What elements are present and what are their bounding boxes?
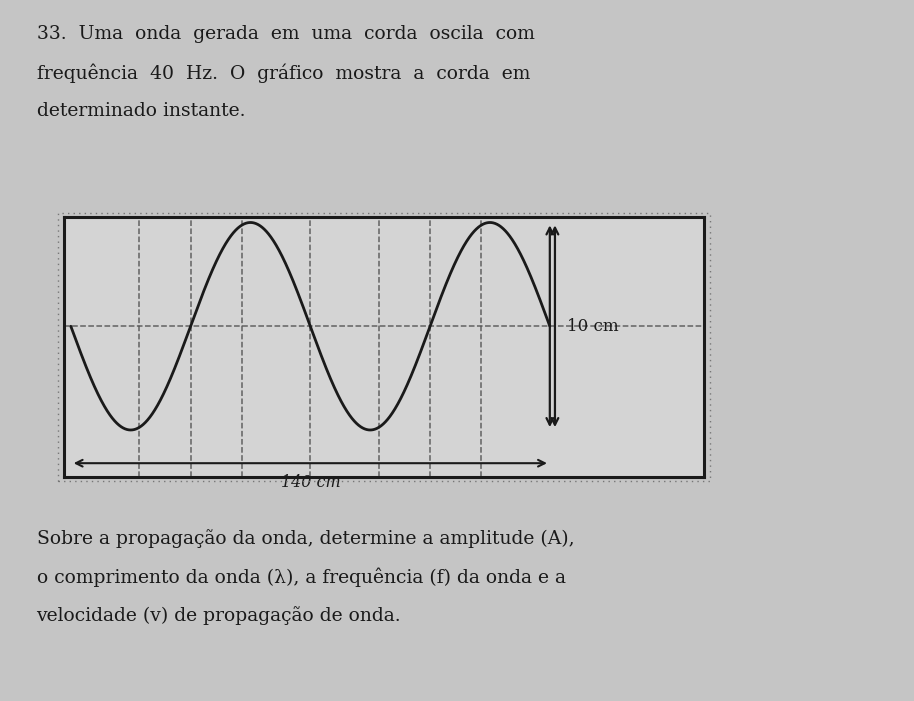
- Text: 140 cm: 140 cm: [281, 474, 340, 491]
- Text: velocidade (v) de propagação de onda.: velocidade (v) de propagação de onda.: [37, 606, 401, 625]
- Text: o comprimento da onda (λ), a frequência (f) da onda e a: o comprimento da onda (λ), a frequência …: [37, 568, 566, 587]
- Text: frequência  40  Hz.  O  gráfico  mostra  a  corda  em: frequência 40 Hz. O gráfico mostra a cor…: [37, 63, 530, 83]
- Text: 33.  Uma  onda  gerada  em  uma  corda  oscila  com: 33. Uma onda gerada em uma corda oscila …: [37, 25, 535, 43]
- Text: 10 cm: 10 cm: [567, 318, 619, 335]
- Text: determinado instante.: determinado instante.: [37, 102, 245, 120]
- Text: Sobre a propagação da onda, determine a amplitude (A),: Sobre a propagação da onda, determine a …: [37, 529, 574, 548]
